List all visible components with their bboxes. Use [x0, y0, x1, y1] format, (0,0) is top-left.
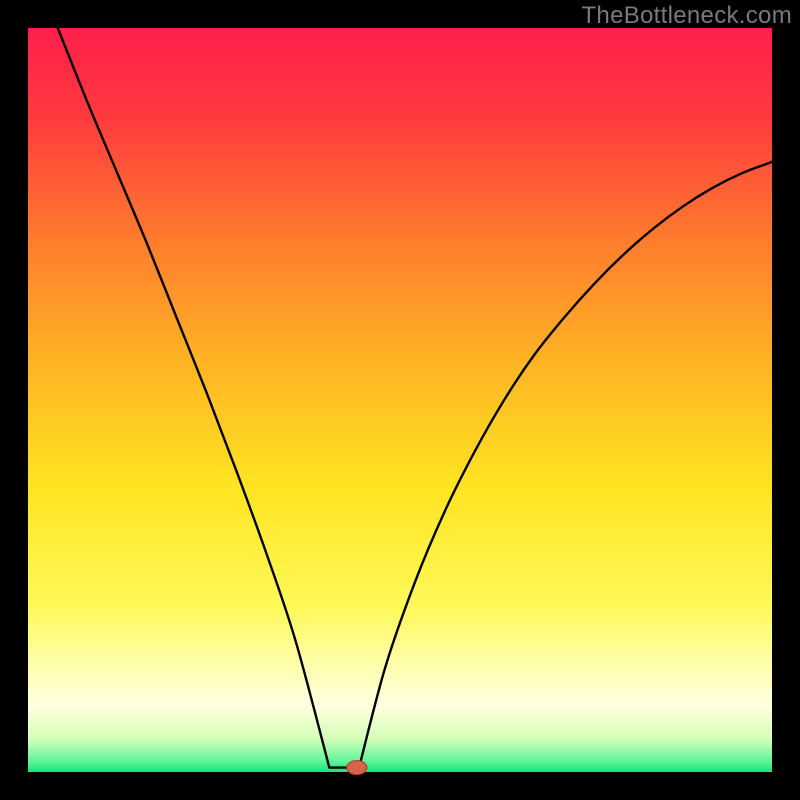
- chart-stage: TheBottleneck.com: [0, 0, 800, 800]
- chart-canvas: [0, 0, 800, 800]
- plot-area: [28, 28, 772, 772]
- optimal-marker: [347, 761, 367, 775]
